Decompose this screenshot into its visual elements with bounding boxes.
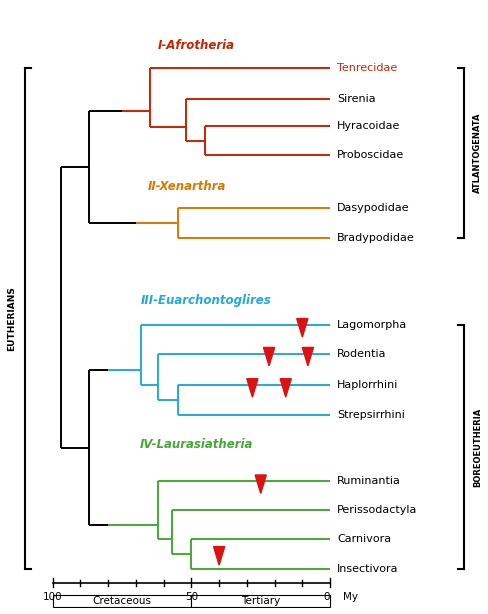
Text: Tertiary: Tertiary bbox=[241, 596, 281, 605]
Text: III-Euarchontoglires: III-Euarchontoglires bbox=[141, 295, 271, 308]
Text: 100: 100 bbox=[43, 592, 62, 602]
Text: Lagomorpha: Lagomorpha bbox=[337, 320, 407, 330]
Text: Carnivora: Carnivora bbox=[337, 534, 391, 543]
Text: ATLANTOGENATA: ATLANTOGENATA bbox=[473, 112, 482, 193]
Polygon shape bbox=[264, 348, 275, 366]
Polygon shape bbox=[214, 546, 225, 565]
Text: 50: 50 bbox=[185, 592, 198, 602]
Text: BOREOEUTHERIA: BOREOEUTHERIA bbox=[473, 407, 482, 486]
Text: Strepsirrhini: Strepsirrhini bbox=[337, 410, 405, 421]
Text: Haplorrhini: Haplorrhini bbox=[337, 380, 399, 391]
Text: Ruminantia: Ruminantia bbox=[337, 476, 401, 486]
Text: I-Afrotheria: I-Afrotheria bbox=[158, 39, 235, 52]
Polygon shape bbox=[302, 348, 313, 366]
Text: Dasypodidae: Dasypodidae bbox=[337, 203, 410, 212]
Polygon shape bbox=[255, 475, 266, 494]
Text: IV-Laurasiatheria: IV-Laurasiatheria bbox=[140, 438, 253, 451]
Text: Hyracoidae: Hyracoidae bbox=[337, 122, 401, 131]
Text: My: My bbox=[343, 592, 358, 602]
Text: Bradypodidae: Bradypodidae bbox=[337, 233, 415, 243]
Text: II-Xenarthra: II-Xenarthra bbox=[147, 180, 226, 193]
Text: Rodentia: Rodentia bbox=[337, 349, 387, 359]
Text: Proboscidae: Proboscidae bbox=[337, 150, 405, 160]
Text: Insectivora: Insectivora bbox=[337, 564, 399, 573]
Bar bbox=[53, 594, 191, 607]
Text: Tenrecidae: Tenrecidae bbox=[337, 63, 398, 72]
Text: 0: 0 bbox=[324, 592, 330, 602]
Polygon shape bbox=[280, 379, 291, 397]
Text: Sirenia: Sirenia bbox=[337, 95, 376, 104]
Polygon shape bbox=[247, 379, 258, 397]
Polygon shape bbox=[297, 319, 308, 337]
Bar bbox=[191, 594, 330, 607]
Text: Perissodactyla: Perissodactyla bbox=[337, 505, 418, 515]
Text: EUTHERIANS: EUTHERIANS bbox=[7, 286, 17, 351]
Text: Cretaceous: Cretaceous bbox=[93, 596, 152, 605]
